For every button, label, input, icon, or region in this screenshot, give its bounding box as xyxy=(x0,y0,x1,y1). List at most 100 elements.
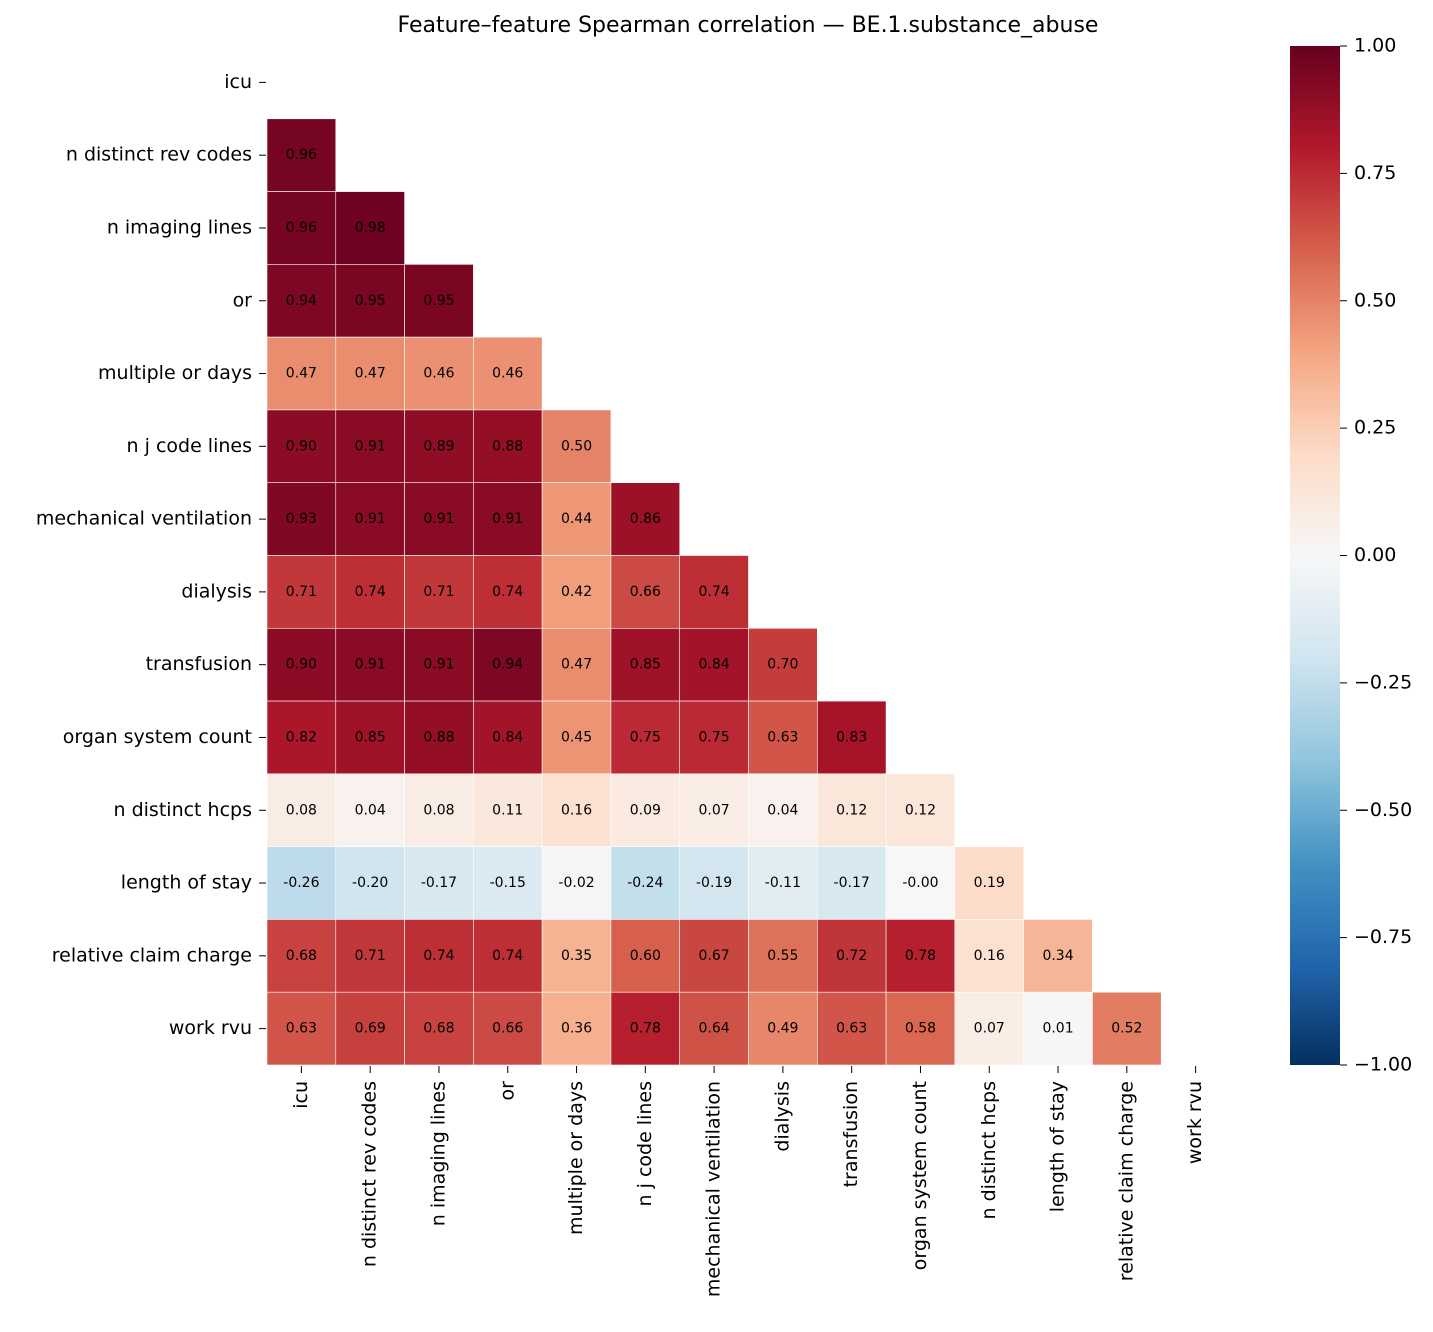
cell-label: -0.00 xyxy=(902,875,938,891)
cell-label: 0.89 xyxy=(423,438,454,454)
colorbar-tick-label: 0.75 xyxy=(1354,162,1396,184)
cell-label: 0.91 xyxy=(423,511,454,527)
cell-label: 0.72 xyxy=(836,948,867,964)
y-tick-label: relative claim charge xyxy=(52,944,252,966)
heatmap-cell xyxy=(885,773,956,847)
colorbar-tick-label: 0.25 xyxy=(1354,417,1396,439)
heatmap-cell xyxy=(335,700,405,775)
colorbar-tick-label: −0.75 xyxy=(1354,926,1412,948)
cell-label: 0.47 xyxy=(355,366,386,382)
y-tick-label: dialysis xyxy=(181,580,252,602)
cell-label: 0.75 xyxy=(630,729,661,745)
heatmap-cell xyxy=(335,773,405,847)
x-tick-label: dialysis xyxy=(771,1081,793,1152)
heatmap-cell xyxy=(541,555,612,629)
cell-label: 0.98 xyxy=(355,220,386,236)
heatmap-cell xyxy=(679,846,749,920)
heatmap-cell xyxy=(404,264,474,338)
heatmap-cell xyxy=(473,846,543,920)
heatmap-cell xyxy=(679,627,749,702)
cell-label: 0.63 xyxy=(767,729,798,745)
x-tick-label: or xyxy=(496,1081,518,1101)
y-tick-label: n imaging lines xyxy=(107,216,252,238)
heatmap-cell xyxy=(610,846,681,920)
heatmap-cell xyxy=(473,773,543,847)
heatmap-cell xyxy=(885,846,956,920)
cell-label: 0.34 xyxy=(1042,948,1073,964)
heatmap-cell xyxy=(748,991,818,1066)
y-tick-label: icu xyxy=(224,71,252,93)
cell-label: 0.94 xyxy=(286,293,317,309)
heatmap-cell xyxy=(335,482,405,556)
cell-label: 0.95 xyxy=(355,293,386,309)
cell-label: 0.50 xyxy=(561,438,592,454)
cell-label: 0.36 xyxy=(561,1021,592,1037)
cell-label: 0.52 xyxy=(1111,1021,1142,1037)
x-tick-label: relative claim charge xyxy=(1115,1081,1137,1281)
cell-label: 0.35 xyxy=(561,948,592,964)
heatmap-cell xyxy=(748,919,818,993)
cell-label: 0.08 xyxy=(286,802,317,818)
heatmap-cell xyxy=(748,773,818,847)
x-tick-label: multiple or days xyxy=(565,1081,587,1235)
y-tick-label: n distinct rev codes xyxy=(66,144,252,166)
cell-label: 0.88 xyxy=(423,729,454,745)
heatmap-cell xyxy=(885,991,956,1066)
cell-label: 0.63 xyxy=(286,1021,317,1037)
heatmap-cell xyxy=(404,991,474,1066)
colorbar-tick-label: −1.00 xyxy=(1354,1054,1412,1076)
heatmap-cell xyxy=(954,991,1024,1066)
heatmap-cell xyxy=(1023,919,1093,993)
cell-label: 0.19 xyxy=(974,875,1005,891)
cell-label: 0.49 xyxy=(767,1021,798,1037)
heatmap-cell xyxy=(610,700,681,775)
cell-label: -0.24 xyxy=(627,875,663,891)
cell-label: 0.90 xyxy=(286,438,317,454)
heatmap-cell xyxy=(541,773,612,847)
y-tick-label: work rvu xyxy=(169,1017,252,1039)
heatmap-cell xyxy=(404,700,474,775)
heatmap-cell xyxy=(266,264,337,338)
y-tick-label: mechanical ventilation xyxy=(36,508,252,530)
cell-label: -0.17 xyxy=(834,875,870,891)
heatmap-cell xyxy=(541,482,612,556)
cell-label: 0.55 xyxy=(767,948,798,964)
cell-label: 0.63 xyxy=(836,1021,867,1037)
colorbar-tick-label: 1.00 xyxy=(1354,35,1396,57)
cell-label: -0.26 xyxy=(283,875,319,891)
cell-label: 0.07 xyxy=(699,802,730,818)
cell-label: 0.16 xyxy=(974,948,1005,964)
cell-label: 0.09 xyxy=(630,802,661,818)
heatmap-cell xyxy=(335,555,405,629)
cell-label: 0.71 xyxy=(423,584,454,600)
cell-label: 0.93 xyxy=(286,511,317,527)
heatmap-cell xyxy=(335,846,405,920)
heatmap-cell xyxy=(954,846,1024,920)
heatmap-cell xyxy=(816,773,887,847)
cell-label: 0.01 xyxy=(1042,1021,1073,1037)
cell-label: 0.85 xyxy=(355,729,386,745)
cell-label: 0.64 xyxy=(699,1021,730,1037)
cell-label: 0.12 xyxy=(905,802,936,818)
cell-label: 0.60 xyxy=(630,948,661,964)
heatmap-cell xyxy=(541,409,612,484)
x-tick-label: n distinct rev codes xyxy=(359,1081,381,1267)
cell-label: 0.75 xyxy=(699,729,730,745)
heatmap-cell xyxy=(610,773,681,847)
heatmap-cell xyxy=(335,336,405,411)
heatmap-cell xyxy=(266,482,337,556)
heatmap-cell xyxy=(748,627,818,702)
heatmap-cell xyxy=(266,118,337,192)
cell-label: 0.07 xyxy=(974,1021,1005,1037)
cell-label: 0.67 xyxy=(699,948,730,964)
heatmap-cell xyxy=(679,991,749,1066)
heatmap-cell xyxy=(404,846,474,920)
cell-label: 0.47 xyxy=(561,657,592,673)
heatmap-cell xyxy=(404,919,474,993)
cell-label: 0.45 xyxy=(561,729,592,745)
x-tick-label: mechanical ventilation xyxy=(703,1081,725,1297)
y-tick-label: n distinct hcps xyxy=(114,799,252,821)
cell-label: 0.96 xyxy=(286,220,317,236)
